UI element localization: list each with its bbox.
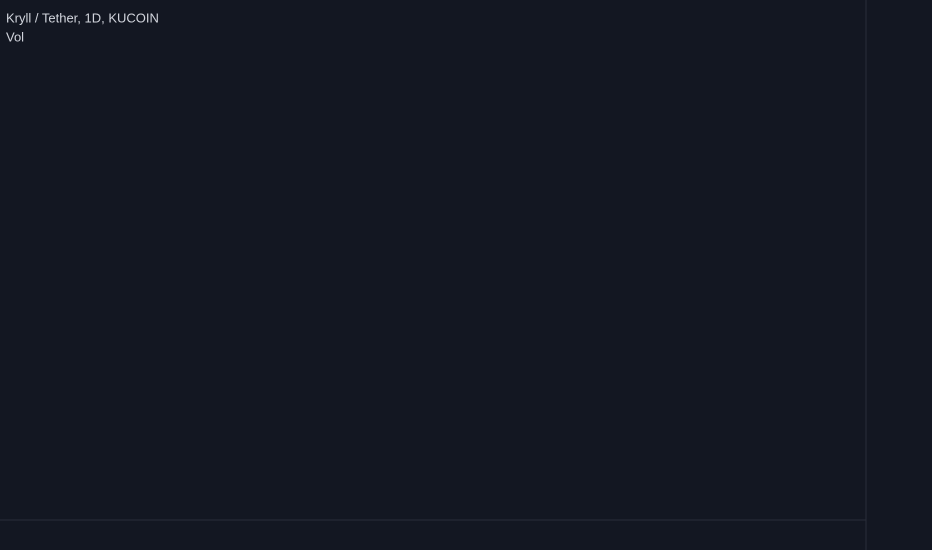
chart-title: Kryll / Tether, 1D, KUCOIN <box>6 10 159 25</box>
volume-label: Vol <box>6 29 24 44</box>
